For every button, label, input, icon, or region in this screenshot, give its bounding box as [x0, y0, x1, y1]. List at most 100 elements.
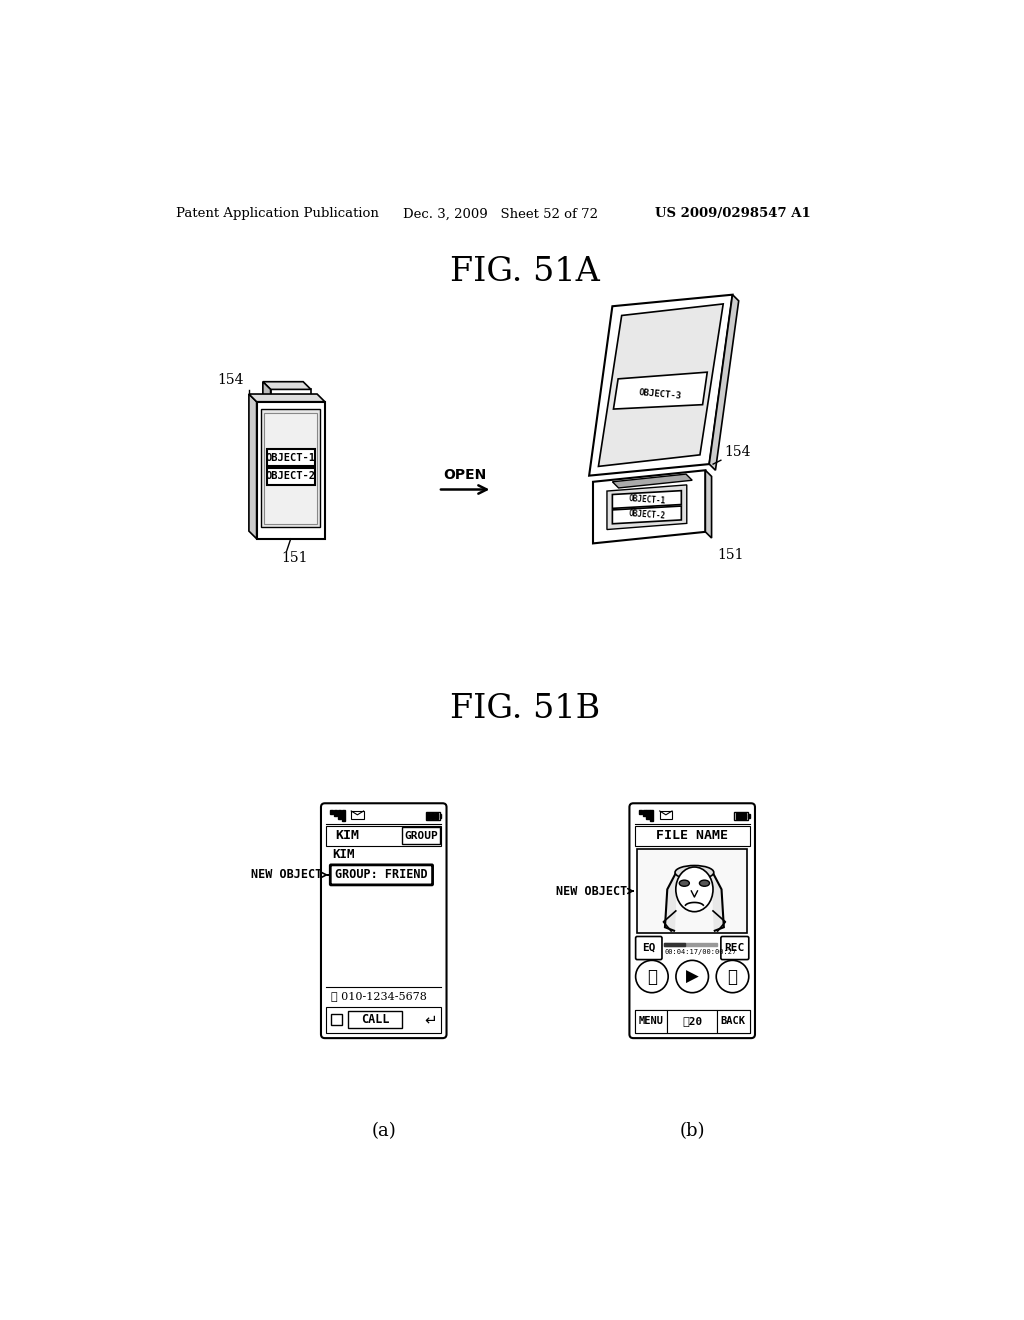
Ellipse shape — [679, 880, 689, 886]
Text: 154: 154 — [217, 374, 244, 387]
Bar — [650, 810, 653, 821]
Text: BACK: BACK — [721, 1016, 745, 1026]
Text: NEW OBJECT: NEW OBJECT — [251, 869, 328, 882]
Text: OBJECT-1: OBJECT-1 — [628, 494, 666, 506]
Polygon shape — [266, 467, 314, 484]
Text: (a): (a) — [372, 1122, 396, 1140]
Ellipse shape — [676, 867, 713, 912]
Bar — [439, 814, 441, 818]
Bar — [739, 813, 742, 818]
Polygon shape — [593, 470, 706, 544]
Text: NEW OBJECT: NEW OBJECT — [556, 884, 633, 898]
FancyBboxPatch shape — [636, 936, 662, 960]
Text: ℡20: ℡20 — [682, 1016, 702, 1026]
Bar — [665, 944, 685, 946]
Bar — [659, 810, 672, 820]
Bar — [331, 810, 334, 814]
Polygon shape — [263, 381, 311, 389]
Text: ▶: ▶ — [686, 968, 698, 986]
Text: US 2009/0298547 A1: US 2009/0298547 A1 — [655, 207, 811, 220]
Bar — [426, 812, 439, 820]
Circle shape — [636, 961, 669, 993]
Text: FIG. 51B: FIG. 51B — [450, 693, 600, 725]
Text: ⏭: ⏭ — [727, 968, 737, 986]
Bar — [635, 1010, 668, 1032]
Text: KIM: KIM — [336, 829, 359, 842]
Polygon shape — [712, 870, 724, 931]
Bar — [743, 813, 746, 818]
Text: OBJECT-2: OBJECT-2 — [628, 510, 666, 520]
Bar — [402, 828, 439, 843]
Text: FILE NAME: FILE NAME — [656, 829, 728, 842]
Bar — [646, 810, 649, 818]
Polygon shape — [264, 412, 317, 524]
Polygon shape — [612, 506, 681, 524]
Polygon shape — [263, 381, 270, 401]
Ellipse shape — [664, 310, 681, 318]
Bar — [665, 944, 717, 946]
Bar — [348, 1011, 402, 1028]
Text: OBJECT-2: OBJECT-2 — [266, 471, 315, 480]
Ellipse shape — [699, 880, 710, 886]
Text: ⏮: ⏮ — [647, 968, 657, 986]
Polygon shape — [270, 389, 311, 401]
Text: KIM: KIM — [333, 849, 355, 862]
Polygon shape — [589, 294, 732, 475]
Text: OBJECT-3: OBJECT-3 — [639, 388, 682, 400]
Bar — [734, 812, 748, 820]
Bar — [431, 813, 434, 818]
Polygon shape — [249, 395, 325, 401]
FancyBboxPatch shape — [630, 804, 755, 1038]
Polygon shape — [249, 395, 257, 539]
Bar — [338, 810, 341, 818]
Bar — [637, 849, 748, 933]
Text: Patent Application Publication: Patent Application Publication — [176, 207, 379, 220]
FancyBboxPatch shape — [331, 865, 432, 884]
Text: ☏ 010-1234-5678: ☏ 010-1234-5678 — [331, 991, 427, 1001]
Text: OBJECT-1: OBJECT-1 — [266, 453, 315, 462]
Bar — [327, 1007, 441, 1032]
Polygon shape — [257, 401, 325, 539]
Polygon shape — [710, 294, 738, 470]
Bar — [327, 825, 441, 846]
Text: (b): (b) — [680, 1122, 705, 1140]
Polygon shape — [612, 491, 681, 508]
Bar — [435, 813, 438, 818]
Circle shape — [676, 961, 709, 993]
Polygon shape — [665, 870, 677, 931]
Polygon shape — [261, 409, 321, 527]
Bar — [351, 810, 364, 820]
FancyBboxPatch shape — [721, 936, 749, 960]
Text: ↵: ↵ — [424, 1012, 436, 1027]
Bar — [427, 813, 430, 818]
Bar — [331, 1014, 342, 1026]
FancyBboxPatch shape — [321, 804, 446, 1038]
Bar — [635, 1010, 750, 1032]
Bar — [639, 810, 642, 814]
Text: 151: 151 — [282, 550, 308, 565]
Bar — [717, 1010, 750, 1032]
Ellipse shape — [675, 866, 714, 879]
Circle shape — [716, 961, 749, 993]
Text: CALL: CALL — [361, 1014, 389, 1026]
Polygon shape — [607, 484, 687, 529]
Bar — [342, 810, 345, 821]
Text: GROUP: FRIEND: GROUP: FRIEND — [335, 869, 428, 882]
Bar — [668, 1010, 717, 1032]
Polygon shape — [598, 304, 723, 466]
Bar — [334, 810, 337, 816]
Text: GROUP: GROUP — [404, 830, 438, 841]
Polygon shape — [266, 449, 314, 466]
Bar — [735, 813, 738, 818]
Text: 151: 151 — [717, 548, 743, 562]
Bar — [748, 814, 750, 818]
Bar — [643, 810, 646, 816]
Text: OPEN: OPEN — [443, 467, 486, 482]
Polygon shape — [612, 474, 692, 488]
Text: 00:04:17/00:00:27: 00:04:17/00:00:27 — [665, 949, 736, 954]
Text: Dec. 3, 2009   Sheet 52 of 72: Dec. 3, 2009 Sheet 52 of 72 — [403, 207, 598, 220]
Bar — [635, 825, 750, 846]
Text: MENU: MENU — [639, 1016, 664, 1026]
Text: 154: 154 — [725, 445, 752, 459]
Text: REC: REC — [725, 942, 744, 953]
